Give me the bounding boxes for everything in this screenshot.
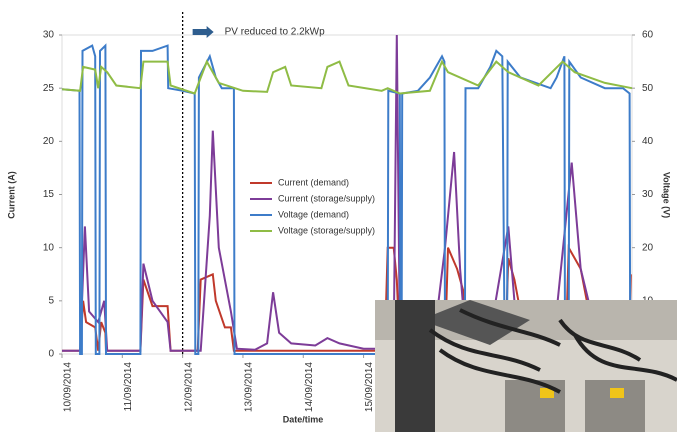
x-tick-label: 14/09/2014 <box>304 362 315 412</box>
x-tick-label: 12/09/2014 <box>183 362 194 412</box>
y-tick-label: 25 <box>43 83 55 94</box>
legend-label: Voltage (storage/supply) <box>278 225 375 235</box>
y-tick-label: 10 <box>43 242 55 253</box>
y-tick-label: 15 <box>43 189 55 200</box>
page: {"chart_data": { "type": "line", "x_labe… <box>0 0 677 432</box>
y2-tick-label: 40 <box>642 136 654 147</box>
x-tick-label: 10/09/2014 <box>63 362 74 412</box>
y-tick-label: 30 <box>43 30 55 41</box>
annotation-arrow <box>193 26 214 38</box>
legend-label: Current (storage/supply) <box>278 193 375 203</box>
y2-tick-label: 60 <box>642 30 654 41</box>
y-tick-label: 5 <box>48 295 54 306</box>
photo-overlay <box>375 300 677 432</box>
y-tick-label: 20 <box>43 136 55 147</box>
y-tick-label: 0 <box>48 349 54 360</box>
y2-axis-title: Voltage (V) <box>662 172 672 218</box>
series-line <box>62 62 632 94</box>
y2-tick-label: 30 <box>642 189 654 200</box>
x-tick-label: 13/09/2014 <box>244 362 255 412</box>
annotation-text: PV reduced to 2.2kWp <box>225 27 325 38</box>
legend-label: Current (demand) <box>278 177 349 187</box>
x-tick-label: 11/09/2014 <box>123 362 134 412</box>
y-axis-title: Current (A) <box>6 171 16 219</box>
x-axis-title: Date/time <box>283 414 324 424</box>
legend-label: Voltage (demand) <box>278 209 349 219</box>
chart: Current (A) Voltage (V) Date/time 0 5 10 15… <box>0 0 677 432</box>
x-tick-label: 15/09/2014 <box>364 362 375 412</box>
y2-tick-label: 50 <box>642 83 654 94</box>
y2-tick-label: 20 <box>642 242 654 253</box>
